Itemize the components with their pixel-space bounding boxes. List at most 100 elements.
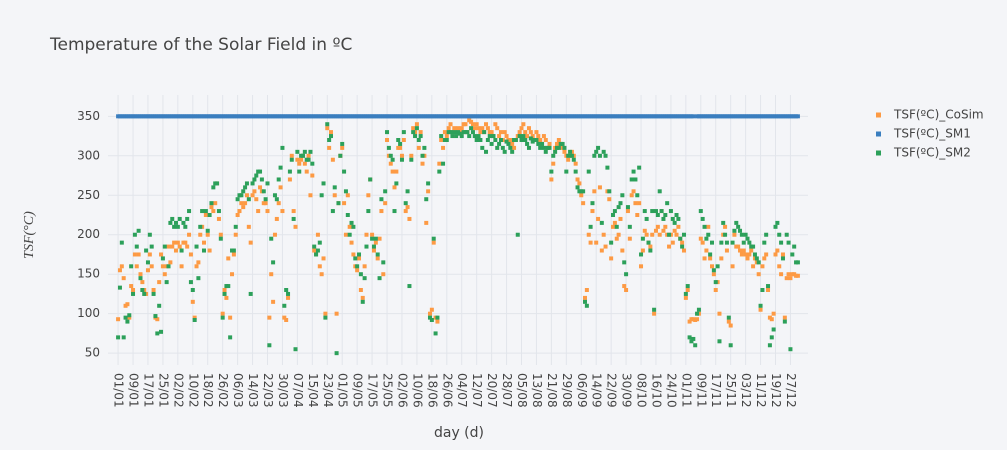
- marker: [306, 157, 311, 162]
- marker: [243, 201, 248, 206]
- marker: [590, 209, 595, 214]
- marker: [187, 209, 192, 214]
- marker: [188, 252, 193, 257]
- marker: [295, 157, 300, 162]
- marker: [639, 252, 644, 257]
- marker: [769, 335, 774, 340]
- marker: [478, 130, 483, 135]
- marker: [418, 130, 423, 135]
- marker: [637, 201, 642, 206]
- x-tick-label: 10/06: [410, 373, 424, 408]
- x-tick-label: 27/12: [784, 373, 798, 408]
- marker: [485, 126, 490, 131]
- marker: [560, 141, 565, 146]
- marker: [687, 319, 692, 324]
- marker: [205, 232, 210, 237]
- marker: [149, 264, 154, 269]
- marker: [618, 216, 623, 221]
- marker: [596, 216, 601, 221]
- marker: [317, 264, 322, 269]
- marker: [583, 295, 588, 300]
- marker: [230, 272, 235, 277]
- marker: [547, 145, 552, 150]
- marker: [711, 268, 716, 273]
- marker: [386, 145, 391, 150]
- marker: [355, 268, 360, 273]
- legend-marker: [876, 150, 881, 156]
- marker: [607, 197, 612, 202]
- marker: [151, 288, 156, 292]
- marker: [201, 240, 206, 245]
- x-tick-label: 30/03: [276, 373, 290, 408]
- marker: [364, 232, 369, 237]
- marker: [355, 264, 360, 269]
- marker: [562, 145, 567, 150]
- marker: [244, 193, 249, 198]
- x-tick-label: 17/01: [141, 373, 155, 408]
- marker: [644, 232, 649, 237]
- marker: [297, 161, 302, 166]
- marker: [293, 224, 298, 229]
- marker: [239, 193, 244, 198]
- marker: [764, 232, 769, 237]
- marker: [659, 209, 664, 214]
- marker: [276, 201, 281, 206]
- marker: [751, 244, 756, 249]
- marker: [773, 224, 778, 229]
- x-tick-label: 17/05: [366, 373, 380, 408]
- marker: [775, 220, 780, 225]
- marker: [592, 189, 597, 194]
- marker: [607, 189, 612, 194]
- marker: [584, 303, 589, 308]
- marker: [315, 248, 320, 253]
- marker: [220, 311, 225, 316]
- marker: [211, 209, 216, 214]
- marker: [452, 130, 457, 135]
- marker: [478, 138, 483, 142]
- marker: [485, 138, 490, 142]
- marker: [700, 240, 705, 245]
- marker: [668, 209, 673, 214]
- marker: [306, 153, 311, 158]
- marker: [741, 248, 746, 253]
- marker: [764, 252, 769, 257]
- marker: [358, 272, 363, 277]
- marker: [620, 248, 625, 253]
- marker: [594, 149, 599, 154]
- marker: [569, 153, 574, 158]
- marker: [691, 336, 696, 341]
- marker: [672, 228, 677, 233]
- marker: [459, 126, 464, 131]
- marker: [192, 318, 197, 322]
- marker: [624, 272, 629, 277]
- marker: [786, 240, 791, 245]
- marker: [762, 256, 767, 261]
- marker: [375, 252, 380, 257]
- marker: [138, 272, 143, 277]
- marker: [700, 216, 705, 221]
- marker: [450, 134, 455, 139]
- marker: [723, 232, 728, 237]
- marker: [216, 216, 221, 221]
- x-tick-label: 22/09: [605, 373, 619, 408]
- y-tick-label: 50: [85, 346, 100, 360]
- marker: [334, 351, 339, 356]
- marker: [747, 252, 752, 257]
- marker: [691, 114, 696, 119]
- marker: [343, 189, 348, 194]
- marker: [431, 236, 436, 241]
- marker: [508, 145, 513, 150]
- x-axis-title: day (d): [434, 425, 484, 441]
- marker: [784, 232, 789, 237]
- marker: [521, 122, 526, 127]
- x-tick-label: 02/06: [395, 373, 409, 408]
- marker: [121, 276, 126, 281]
- marker: [470, 130, 475, 135]
- marker: [116, 335, 121, 340]
- marker: [179, 248, 184, 253]
- marker: [754, 256, 759, 261]
- marker: [780, 256, 785, 261]
- marker: [571, 157, 576, 162]
- marker: [599, 220, 604, 225]
- marker: [435, 315, 440, 320]
